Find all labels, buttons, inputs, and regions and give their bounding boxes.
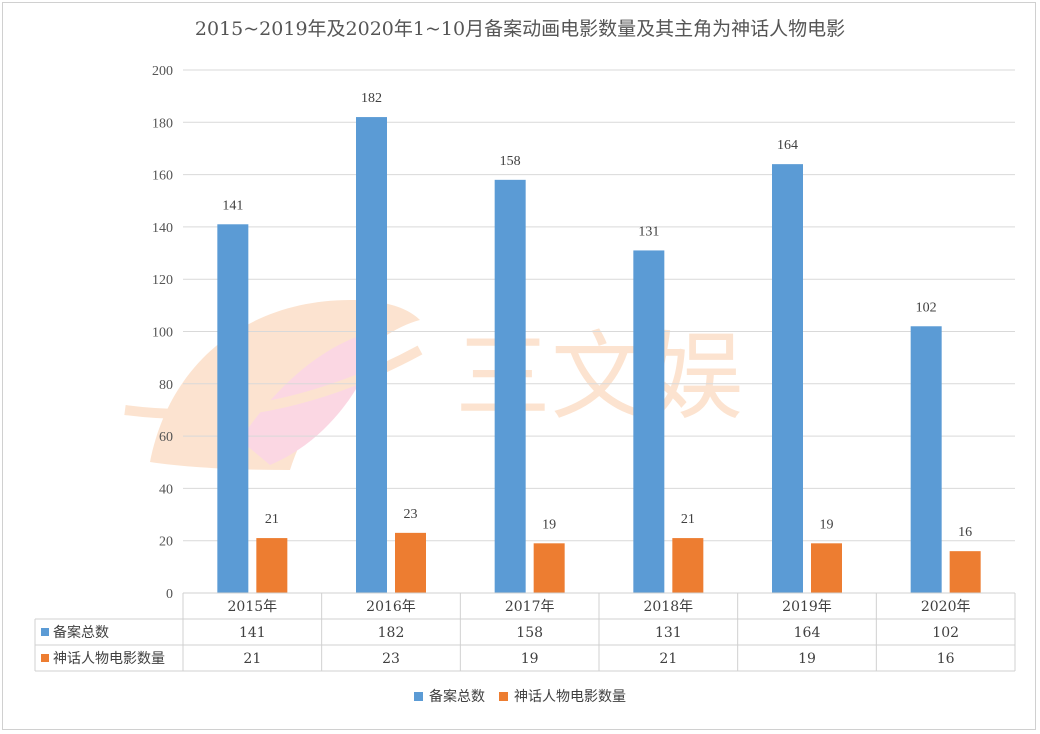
- legend-swatch: [414, 691, 423, 701]
- data-label: 21: [681, 512, 695, 527]
- table-cell: 141: [239, 625, 266, 641]
- data-label: 164: [777, 138, 798, 153]
- y-tick-label: 160: [152, 169, 173, 184]
- table-cell: 23: [382, 651, 400, 667]
- y-tick-label: 200: [152, 64, 173, 79]
- legend: 备案总数 神话人物电影数量: [0, 686, 1040, 706]
- y-tick-label: 120: [152, 273, 173, 288]
- data-table: 2015年 141 21 2016年 182 23 2017年 158 19 2018年 131 21…: [34, 592, 1016, 672]
- data-label: 102: [916, 300, 937, 315]
- bar-series-1-3: [672, 538, 704, 593]
- table-cell: 16: [937, 651, 955, 667]
- bar-series-0-5: [910, 326, 942, 593]
- legend-label: 神话人物电影数量: [514, 689, 626, 705]
- gridlines: [183, 69, 1015, 542]
- bar-series-1-5: [949, 551, 981, 593]
- table-cell: 19: [798, 651, 816, 667]
- table-cell: 102: [932, 625, 959, 641]
- bar-series-0-0: [217, 224, 249, 593]
- bar-series-1-0: [256, 538, 288, 593]
- table-cell: 182: [378, 625, 405, 641]
- legend-item-0: 备案总数: [414, 686, 485, 706]
- y-axis: 0 20 40 60 80 100 120 140 160 180 200: [152, 64, 173, 602]
- bar-series-1-2: [533, 543, 565, 593]
- bar-series-1-4: [811, 543, 842, 593]
- data-label: 141: [222, 198, 243, 213]
- y-tick-label: 180: [152, 116, 173, 131]
- table-cell: 131: [655, 625, 682, 641]
- y-tick-label: 20: [159, 535, 173, 550]
- table-cell: 21: [659, 651, 677, 667]
- x-tick-label: 2015年: [228, 599, 278, 615]
- data-label: 182: [361, 91, 382, 106]
- chart-title: 2015~2019年及2020年1~10月备案动画电影数量及其主角为神话人物电影: [194, 18, 846, 40]
- data-label: 21: [265, 512, 279, 527]
- y-tick-label: 140: [152, 221, 173, 236]
- bars: [217, 117, 981, 593]
- y-tick-label: 40: [159, 482, 173, 497]
- x-tick-label: 2016年: [366, 599, 416, 615]
- data-label: 23: [404, 507, 418, 522]
- x-tick-label: 2017年: [505, 599, 555, 615]
- table-cell: 164: [794, 625, 821, 641]
- data-label: 16: [958, 525, 972, 540]
- table-series-name: 备案总数: [53, 624, 109, 641]
- legend-item-1: 神话人物电影数量: [499, 686, 626, 706]
- bar-series-0-1: [356, 117, 387, 593]
- y-tick-label: 60: [159, 430, 173, 445]
- bar-series-0-3: [633, 250, 665, 593]
- x-tick-label: 2019年: [782, 599, 832, 615]
- table-cell: 19: [521, 651, 539, 667]
- table-series-swatch: [41, 628, 49, 636]
- table-series-name: 神话人物电影数量: [53, 651, 165, 667]
- x-tick-label: 2018年: [644, 599, 694, 615]
- bar-series-0-2: [494, 179, 526, 593]
- bar-series-1-1: [395, 532, 426, 593]
- bar-series-0-4: [772, 164, 803, 593]
- data-label: 19: [542, 517, 556, 532]
- data-labels: 141 21 182 23 158 19 131 21 164 19 102 16: [222, 91, 972, 540]
- y-tick-label: 100: [152, 326, 173, 341]
- data-label: 131: [638, 224, 659, 239]
- legend-label: 备案总数: [429, 689, 485, 705]
- x-tick-label: 2020年: [921, 599, 971, 615]
- data-label: 19: [820, 517, 834, 532]
- data-label: 158: [500, 154, 521, 169]
- y-tick-label: 0: [166, 587, 173, 602]
- table-cell: 21: [243, 651, 261, 667]
- y-tick-label: 80: [159, 378, 173, 393]
- table-cell: 158: [516, 625, 543, 641]
- table-series-swatch: [41, 654, 49, 662]
- legend-swatch: [499, 691, 508, 701]
